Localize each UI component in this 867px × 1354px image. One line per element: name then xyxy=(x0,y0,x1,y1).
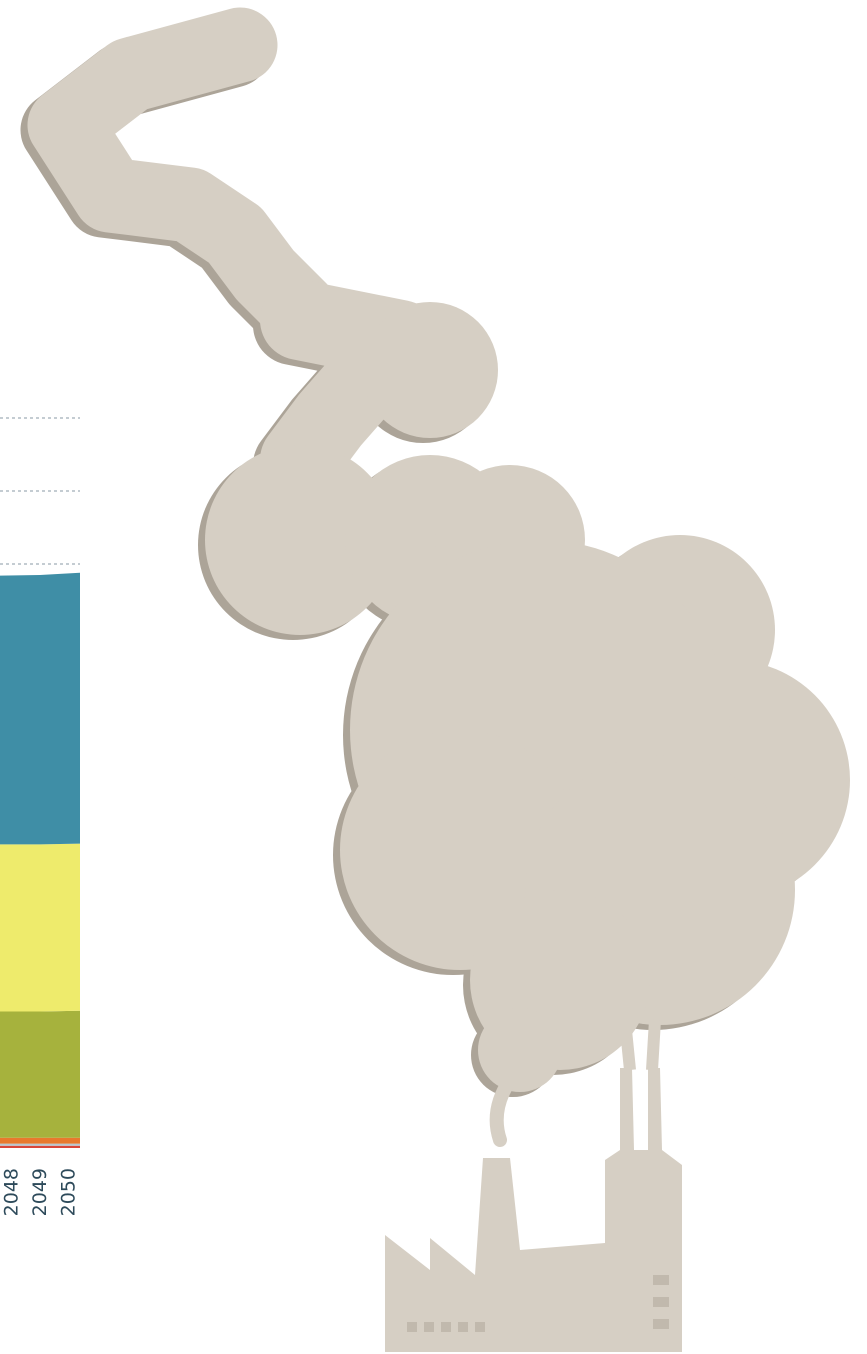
x-tick-label: 2048 xyxy=(1,1168,23,1216)
x-tick-label: 2049 xyxy=(29,1168,51,1216)
area xyxy=(0,1010,80,1138)
factory xyxy=(385,1068,682,1352)
smoke-illustration xyxy=(20,7,850,1147)
area xyxy=(0,572,80,845)
area xyxy=(0,843,80,1012)
area xyxy=(0,1137,80,1144)
plot: 2048 2049 2050 xyxy=(0,417,80,1216)
area xyxy=(0,1145,80,1148)
x-tick-label: 2050 xyxy=(58,1168,80,1216)
area xyxy=(0,1143,80,1146)
